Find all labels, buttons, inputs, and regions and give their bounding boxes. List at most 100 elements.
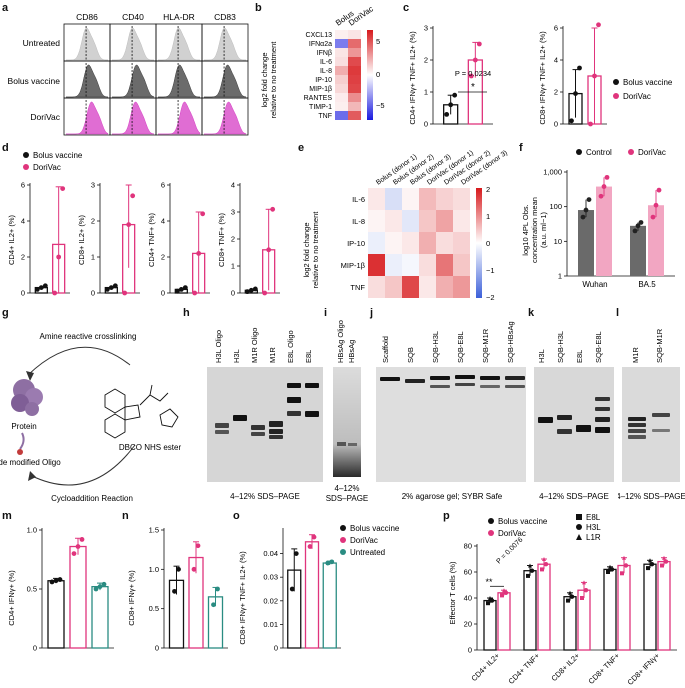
data-point bbox=[573, 91, 578, 96]
gel-i-background bbox=[333, 367, 361, 477]
heatmap-e-cell bbox=[419, 254, 436, 276]
data-point bbox=[49, 579, 55, 585]
f-legend-dorivac: DoriVac bbox=[638, 148, 666, 157]
heatmap-b-row-label: IFNα2a bbox=[309, 41, 332, 48]
data-point bbox=[270, 206, 276, 212]
gel-band bbox=[287, 411, 301, 416]
p-sig: ** bbox=[485, 577, 493, 587]
histogram-curve bbox=[66, 27, 108, 61]
y-tick-label: 0 bbox=[424, 120, 428, 129]
heatmap-e-cell bbox=[402, 276, 419, 298]
f-ylabel-line3: (a.u. ml−1) bbox=[539, 211, 548, 248]
heatmap-b-cell bbox=[335, 39, 348, 48]
panel-letter-n: n bbox=[122, 510, 129, 522]
y-tick-label: 0.01 bbox=[263, 620, 278, 629]
n-ylabel: CD8+ IFNγ+ (%) bbox=[127, 570, 136, 626]
y-tick-label: 4 bbox=[554, 56, 558, 65]
d-ylabel: CD8+ TNF+ (%) bbox=[217, 212, 226, 267]
data-point bbox=[580, 214, 586, 220]
heatmap-b-cell bbox=[335, 75, 348, 84]
y-tick-label: 1 bbox=[91, 253, 95, 262]
gel-lane-label: SQB-H3L bbox=[431, 331, 440, 363]
data-point-l1r bbox=[488, 596, 492, 600]
heatmap-b-ylabel-line1: log2 fold change bbox=[260, 52, 269, 107]
heatmap-e-cell bbox=[385, 188, 402, 210]
y-tick-label: 6 bbox=[554, 24, 558, 33]
data-point-l1r bbox=[502, 588, 506, 593]
panel-letter-m: m bbox=[2, 510, 12, 522]
heatmap-b-cell bbox=[348, 84, 361, 93]
data-point bbox=[444, 112, 450, 117]
heatmap-e-ylabel-line1: log2 fold change bbox=[302, 222, 311, 277]
data-point bbox=[126, 222, 132, 227]
data-point bbox=[632, 228, 638, 234]
y-tick-label: 2 bbox=[21, 253, 25, 262]
gel-band bbox=[305, 383, 319, 388]
data-point-e8l bbox=[566, 598, 570, 603]
gel-lane-label: SQB-H3L bbox=[556, 331, 565, 363]
data-point-e8l bbox=[526, 573, 530, 578]
heatmap-e-cell bbox=[368, 210, 385, 232]
data-point bbox=[588, 121, 593, 127]
y-tick-label: 80 bbox=[464, 542, 472, 551]
data-point-l1r bbox=[648, 558, 652, 563]
data-point bbox=[596, 22, 601, 28]
gel-l-caption: 4–12% SDS–PAGE bbox=[618, 492, 685, 501]
gel-j-caption: 2% agarose gel; SYBR Safe bbox=[402, 492, 503, 501]
gel-band bbox=[480, 385, 500, 388]
gel-i-band-2 bbox=[348, 443, 357, 446]
y-tick-label: 3 bbox=[91, 181, 95, 190]
gel-band bbox=[269, 421, 283, 427]
d-legend-dorivac-marker bbox=[23, 164, 29, 170]
g-top-arrowhead bbox=[26, 371, 34, 381]
heatmap-e-cell bbox=[436, 276, 453, 298]
p-legend-h3l: H3L bbox=[586, 523, 601, 532]
data-point bbox=[325, 560, 331, 566]
heatmap-b-cell bbox=[335, 102, 348, 111]
histogram-curve bbox=[158, 64, 200, 98]
y-tick-label: 0 bbox=[155, 644, 159, 653]
gel-band bbox=[380, 377, 400, 381]
heatmap-b-cell bbox=[335, 111, 348, 120]
m-ylabel: CD4+ IFNγ+ (%) bbox=[7, 570, 16, 626]
data-point bbox=[192, 290, 198, 296]
heatmap-b-row-label: TNF bbox=[318, 113, 332, 120]
heatmap-e-scale-1: 1 bbox=[486, 212, 490, 221]
y-tick-label: 2 bbox=[161, 253, 165, 262]
heatmap-e-colorbar bbox=[476, 188, 482, 298]
bar bbox=[643, 563, 657, 651]
bar bbox=[497, 592, 511, 651]
gel-lane-label: SQB bbox=[406, 347, 415, 363]
heatmap-e-cell bbox=[453, 188, 470, 210]
gel-band bbox=[251, 425, 265, 430]
data-point bbox=[586, 197, 592, 202]
heatmap-e-cell bbox=[436, 232, 453, 254]
data-point bbox=[329, 559, 335, 565]
heatmap-b-cell bbox=[348, 102, 361, 111]
heatmap-b-row-label: CXCL13 bbox=[306, 32, 333, 39]
data-point bbox=[215, 586, 220, 592]
p-legend-dorivac-marker bbox=[488, 530, 494, 536]
gel-lane-label: E8L bbox=[575, 350, 584, 363]
bar bbox=[657, 560, 671, 651]
data-point bbox=[601, 184, 607, 189]
heatmap-b-cell bbox=[348, 93, 361, 102]
panel-letter-k: k bbox=[528, 307, 535, 319]
heatmap-e-row-label: IP-10 bbox=[347, 239, 365, 248]
histogram-curve bbox=[66, 101, 109, 135]
bar bbox=[537, 563, 551, 651]
data-point-h3l bbox=[583, 588, 589, 593]
heatmap-e-row-label: IL-6 bbox=[352, 195, 365, 204]
y-tick-label: 0.5 bbox=[149, 604, 159, 613]
o-legend-dorivac-marker bbox=[340, 537, 346, 543]
heatmap-b-scale-neg5: −5 bbox=[376, 101, 385, 110]
gel-band bbox=[652, 429, 670, 432]
gel-band bbox=[287, 383, 301, 388]
data-point bbox=[34, 287, 40, 292]
p-ylabel: Effector T cells (%) bbox=[448, 561, 457, 624]
y-tick-label: 0 bbox=[21, 289, 25, 298]
data-point bbox=[97, 584, 103, 590]
heatmap-b-cell bbox=[335, 57, 348, 66]
o-legend-untreated-marker bbox=[340, 549, 346, 555]
o-legend-untreated: Untreated bbox=[350, 548, 385, 557]
